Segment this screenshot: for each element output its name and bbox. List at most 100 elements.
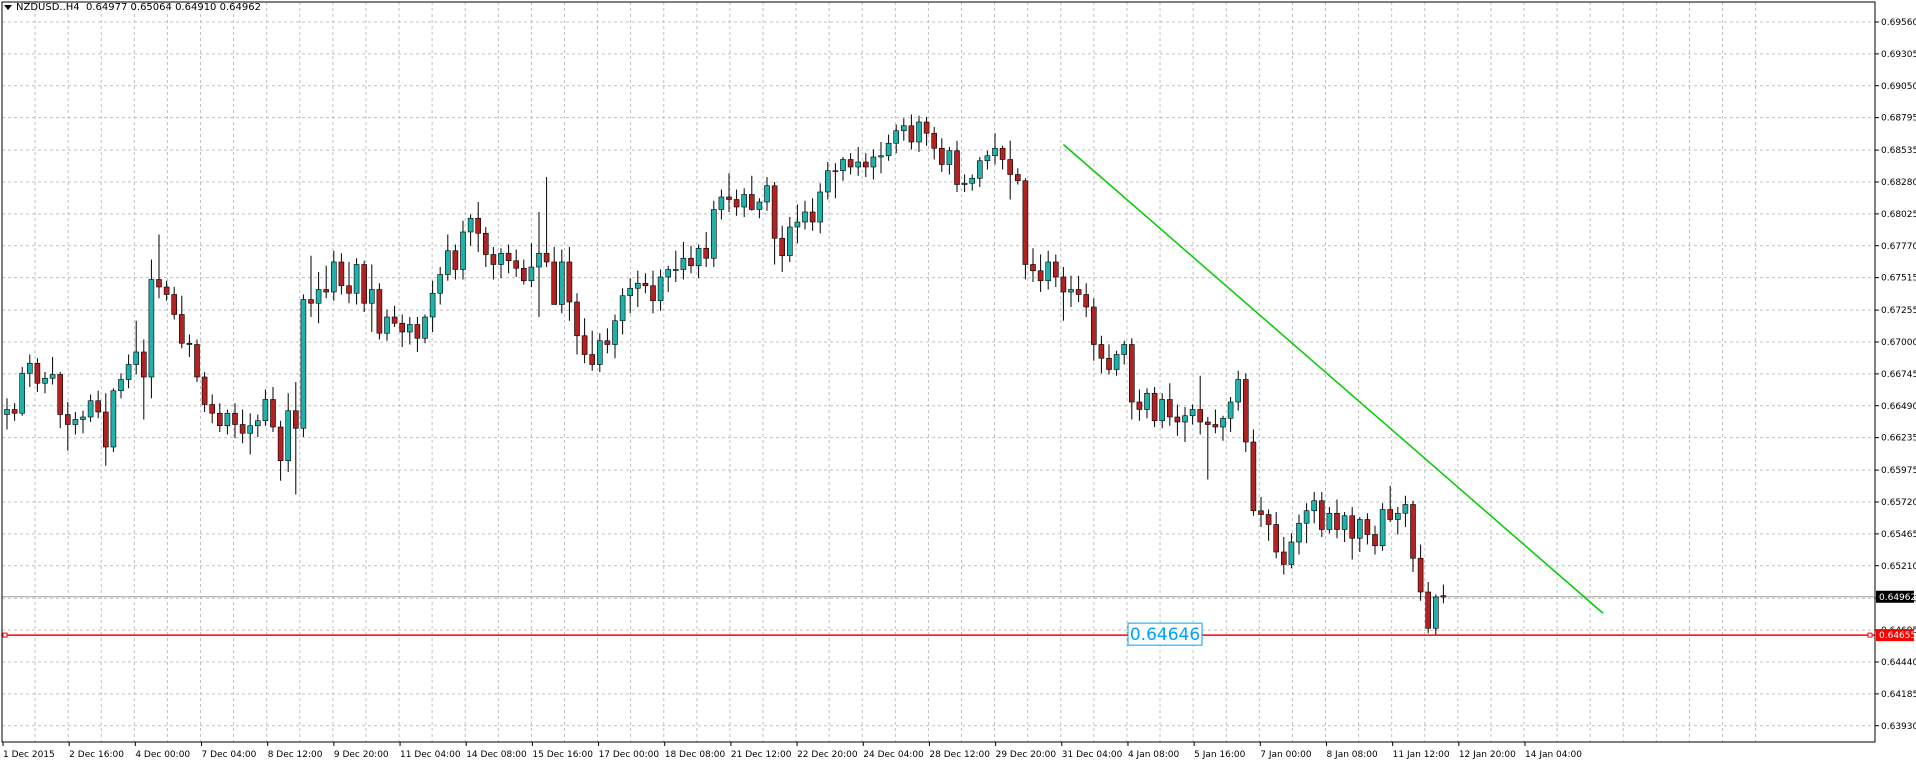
candle[interactable] <box>444 234 451 281</box>
candle[interactable] <box>809 198 816 231</box>
candle[interactable] <box>65 402 71 451</box>
candle[interactable] <box>566 247 573 321</box>
candle[interactable] <box>209 394 215 424</box>
candle[interactable] <box>1379 503 1386 551</box>
trendline[interactable] <box>1062 143 1604 614</box>
candle[interactable] <box>1053 254 1059 288</box>
candle[interactable] <box>194 339 200 383</box>
candle[interactable] <box>308 255 314 317</box>
candle[interactable] <box>11 403 18 421</box>
candle[interactable] <box>1326 507 1333 534</box>
candle[interactable] <box>976 157 983 187</box>
candle[interactable] <box>1129 338 1135 420</box>
candle[interactable] <box>1410 500 1416 572</box>
candle[interactable] <box>908 114 915 150</box>
candle[interactable] <box>657 269 664 311</box>
candles[interactable] <box>4 114 1447 635</box>
candle[interactable] <box>224 409 231 435</box>
price-annotation-box[interactable] <box>1127 622 1203 646</box>
candle[interactable] <box>330 250 337 301</box>
candle[interactable] <box>885 134 892 161</box>
candle[interactable] <box>1273 512 1279 559</box>
candle[interactable] <box>156 234 162 299</box>
candle[interactable] <box>133 320 139 375</box>
candle[interactable] <box>437 267 444 305</box>
candle[interactable] <box>802 200 808 230</box>
candle[interactable] <box>239 409 246 444</box>
candle[interactable] <box>406 317 413 345</box>
candle[interactable] <box>247 413 253 455</box>
candle[interactable] <box>847 153 854 175</box>
candle[interactable] <box>748 175 755 211</box>
dropdown-triangle-icon[interactable] <box>4 4 12 10</box>
candle[interactable] <box>26 354 33 388</box>
candle[interactable] <box>916 115 922 152</box>
candle[interactable] <box>619 288 626 335</box>
candle[interactable] <box>634 270 641 307</box>
candle[interactable] <box>148 259 155 399</box>
candle[interactable] <box>201 372 208 412</box>
candle[interactable] <box>726 173 732 212</box>
candle[interactable] <box>596 333 603 372</box>
candle[interactable] <box>49 357 56 385</box>
candle[interactable] <box>1167 383 1173 426</box>
candle[interactable] <box>1372 525 1378 555</box>
candle[interactable] <box>346 262 352 304</box>
support-line-group[interactable]: 0.64646 <box>2 622 1875 646</box>
candle[interactable] <box>862 153 869 177</box>
candle[interactable] <box>1303 503 1310 544</box>
candle[interactable] <box>452 244 459 280</box>
candle[interactable] <box>551 247 558 305</box>
candle[interactable] <box>954 140 960 192</box>
candle[interactable] <box>42 372 48 394</box>
candle[interactable] <box>57 372 64 429</box>
candle[interactable] <box>794 204 801 244</box>
candle[interactable] <box>1227 397 1234 432</box>
candle[interactable] <box>1121 340 1127 365</box>
support-line-handle-right[interactable] <box>1867 632 1873 638</box>
candle[interactable] <box>1083 283 1089 317</box>
candle[interactable] <box>1014 168 1021 185</box>
candle[interactable] <box>376 283 383 340</box>
candle[interactable] <box>1265 509 1272 541</box>
candle[interactable] <box>1296 514 1302 555</box>
candle[interactable] <box>1433 594 1439 635</box>
candle[interactable] <box>429 280 436 332</box>
candle[interactable] <box>718 189 725 220</box>
candle[interactable] <box>574 293 580 355</box>
candle[interactable] <box>171 287 177 320</box>
candle[interactable] <box>710 200 717 267</box>
candle[interactable] <box>1281 537 1287 575</box>
candle[interactable] <box>878 142 884 174</box>
candle[interactable] <box>1022 178 1029 280</box>
candle[interactable] <box>391 305 398 327</box>
candle[interactable] <box>300 294 307 438</box>
candle[interactable] <box>1197 375 1203 435</box>
candle[interactable] <box>1030 248 1036 282</box>
candle[interactable] <box>1174 404 1181 436</box>
candle[interactable] <box>353 258 360 305</box>
candle[interactable] <box>1440 584 1447 604</box>
candle[interactable] <box>118 373 124 399</box>
candle[interactable] <box>1007 140 1014 200</box>
candle[interactable] <box>528 243 535 287</box>
candle[interactable] <box>1159 393 1165 429</box>
candle[interactable] <box>368 264 375 333</box>
candle[interactable] <box>1387 485 1393 522</box>
candle[interactable] <box>946 147 953 175</box>
candle[interactable] <box>1045 250 1051 290</box>
candle[interactable] <box>1319 492 1325 537</box>
candle[interactable] <box>323 265 330 299</box>
candle[interactable] <box>961 174 968 193</box>
candle[interactable] <box>1075 275 1082 302</box>
candle[interactable] <box>19 367 26 416</box>
candle[interactable] <box>627 278 634 314</box>
candle[interactable] <box>255 414 261 438</box>
candle[interactable] <box>1425 582 1431 634</box>
candle[interactable] <box>1395 507 1401 535</box>
candle[interactable] <box>650 270 656 314</box>
candle[interactable] <box>771 182 778 265</box>
candle[interactable] <box>1258 497 1264 527</box>
candle[interactable] <box>938 138 945 172</box>
